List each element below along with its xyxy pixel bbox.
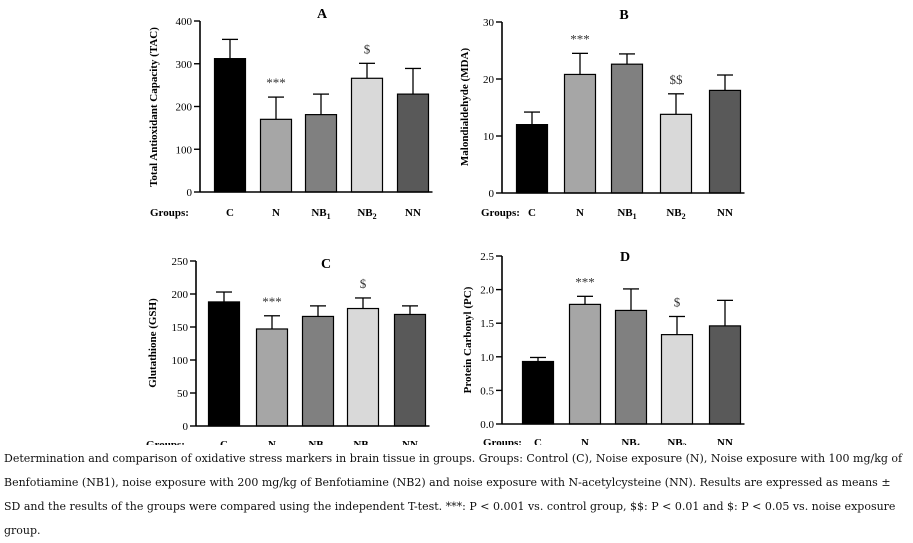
significance-label: $ [360,276,367,291]
bar [515,123,549,194]
y-tick-label: 0 [183,421,189,433]
bar [568,303,602,425]
bar [659,113,693,194]
y-tick-label: 1.5 [480,318,494,330]
y-tick-label: 400 [176,16,193,28]
panel-a: A 0 100 200 300 400 Total Antioxidant Capacity… [148,7,433,221]
y-tick-label: 300 [176,59,193,71]
bar [304,114,338,193]
category-label: NB2 [353,439,372,445]
y-tick-label: 0.0 [480,419,494,431]
category-label: NN [405,207,421,219]
x-axis-label: Groups: [150,207,189,219]
panel-title: A [317,7,328,22]
y-axis-label: Protein Carbonyl (PC) [462,286,474,393]
category-label: C [534,437,542,445]
y-axis-label: Glutathione (GSH) [147,298,159,388]
category-label: NB1 [308,439,327,445]
significance-label: *** [570,31,590,46]
category-subscript: 1 [324,444,328,445]
category-label: C [220,439,228,445]
category-subscript: 1 [327,212,331,221]
bar [563,73,597,194]
category-subscript: 2 [682,212,686,221]
y-tick-label: 10 [483,131,495,143]
category-label: NB2 [357,207,376,221]
y-tick-label: 0 [187,187,193,199]
category-subscript: 2 [369,444,373,445]
y-tick-label: 0 [489,188,495,200]
panel-title: D [620,250,630,265]
panel-c: C 0 50 100 150 200 250 Glutathione (GSH) *** $ Gro… [146,256,430,445]
y-tick-label: 30 [483,17,495,29]
category-label: N [272,207,280,219]
panel-b: B 0 10 20 30 Malondialdehyde (MDA) *** $$ Groups… [459,8,745,221]
category-label: N [581,437,589,445]
category-label: NB1 [311,207,330,221]
category-label: NB2 [667,437,686,445]
bar [614,309,648,425]
bar [610,63,644,194]
category-subscript: 2 [373,212,377,221]
bar [521,360,555,425]
panel-d: D 0.0 0.5 1.0 1.5 2.0 2.5 Protein Carbonyl (PC)… [462,250,745,445]
category-label: NN [717,207,733,219]
y-tick-label: 200 [176,102,193,114]
bar [393,313,427,427]
category-label: N [268,439,276,445]
y-tick-label: 2.5 [480,251,494,263]
bar [213,58,247,193]
significance-label: $ [674,294,681,309]
significance-label: *** [575,274,595,289]
category-subscript: 1 [633,212,637,221]
bar [301,315,335,427]
x-axis-label: Groups: [481,207,520,219]
y-axis-label: Malondialdehyde (MDA) [459,48,471,167]
y-tick-label: 200 [172,289,189,301]
y-tick-label: 1.0 [480,352,494,364]
bar [346,307,380,427]
y-tick-label: 100 [172,355,189,367]
x-axis-label: Groups: [483,437,522,445]
bar [708,89,742,194]
x-axis-label: Groups: [146,439,185,445]
category-label: NB2 [666,207,685,221]
category-label: NN [717,437,733,445]
figure-caption: Determination and comparison of oxidativ… [4,452,903,537]
category-label: N [576,207,584,219]
significance-label: *** [266,75,286,90]
significance-label: $$ [670,72,684,87]
y-tick-label: 100 [176,144,193,156]
category-subscript: 1 [637,442,641,445]
bar [708,325,742,425]
significance-label: $ [364,41,371,56]
panel-title: C [321,257,331,272]
y-tick-label: 0.5 [480,385,494,397]
y-tick-label: 150 [172,322,189,334]
y-tick-label: 2.0 [480,285,494,297]
bar [255,328,289,427]
significance-label: *** [262,294,282,309]
bar [259,118,293,193]
bar [396,93,430,193]
panel-title: B [619,8,628,23]
bar [207,301,241,427]
y-tick-label: 250 [172,256,189,268]
category-label: NN [402,439,418,445]
category-subscript: 2 [683,442,687,445]
bar [660,334,694,425]
y-tick-label: 50 [177,388,189,400]
y-axis-label: Total Antioxidant Capacity (TAC) [148,27,160,187]
bar [350,77,384,193]
category-label: C [226,207,234,219]
y-tick-label: 20 [483,74,495,86]
category-label: NB1 [617,207,636,221]
category-label: C [528,207,536,219]
category-label: NB1 [621,437,640,445]
